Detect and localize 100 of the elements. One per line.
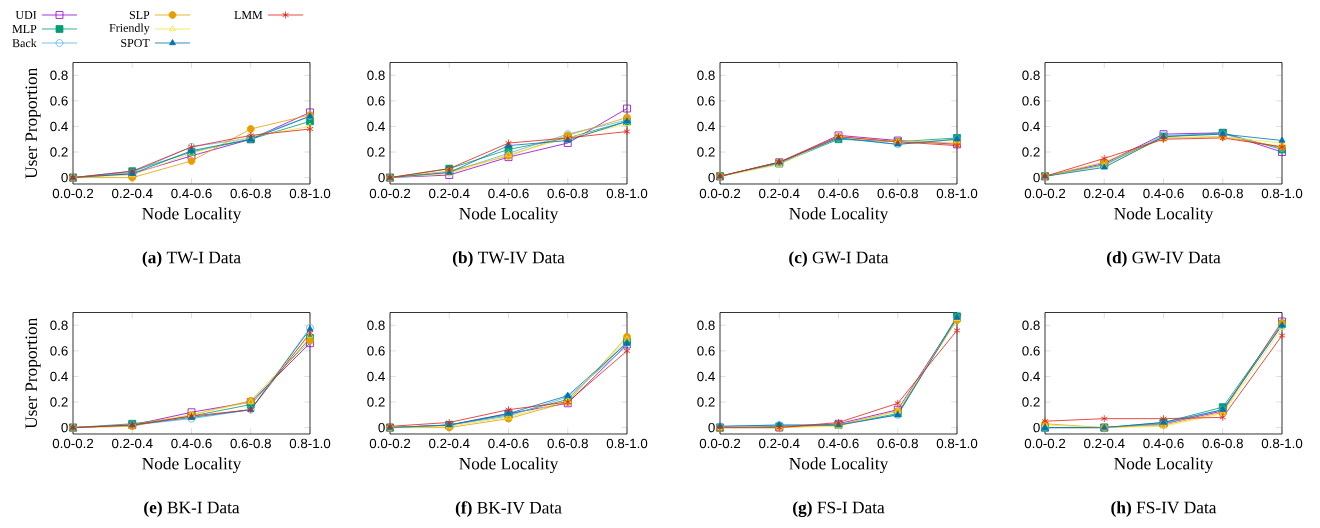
x-axis-title: Node Locality (789, 457, 889, 474)
x-axis-title: Node Locality (1114, 207, 1214, 224)
legend-label: SPOT (121, 38, 150, 48)
x-axis-title: Node Locality (789, 207, 889, 224)
text: (c) GW-I Data (789, 251, 889, 267)
y-axis-title: User Proportion (25, 67, 41, 179)
x-tick-label: 0.8-1.0 (606, 188, 648, 199)
text: (h) FS-IV Data (1111, 501, 1217, 517)
x-tick-label: 0.2-0.4 (759, 438, 800, 449)
text: (e) BK-I Data (144, 501, 240, 517)
legend-label: MLP (12, 25, 37, 33)
y-tick-label: 0.2 (1022, 397, 1040, 407)
x-tick-label: 0.0-0.2 (1024, 188, 1066, 199)
x-tick-label: 0.4-0.6 (171, 438, 212, 449)
text: (g) FS-I Data (793, 501, 885, 518)
x-tick-label: 0.6-0.8 (1202, 188, 1243, 199)
x-tick-label: 0.0-0.2 (369, 438, 411, 449)
x-tick-label: 0.0-0.2 (369, 188, 411, 199)
y-tick-label: 0.2 (1022, 147, 1040, 157)
x-tick-label: 0.2-0.4 (429, 188, 470, 199)
y-tick-label: 0.4 (367, 371, 385, 382)
y-tick-label: 0.8 (50, 320, 68, 331)
y-tick-label: 0 (378, 172, 385, 183)
x-tick-label: 0.4-0.6 (1143, 188, 1184, 199)
x-tick-label: 0.0-0.2 (52, 438, 94, 449)
y-tick-label: 0.2 (367, 397, 385, 407)
x-tick-label: 0.8-1.0 (1261, 438, 1303, 449)
y-tick-label: 0.8 (1022, 320, 1040, 331)
y-tick-label: 0.4 (1022, 121, 1040, 132)
x-tick-label: 0.0-0.2 (699, 188, 741, 199)
y-tick-label: 0.8 (697, 70, 715, 80)
y-tick-label: 0.2 (367, 147, 385, 157)
x-tick-label: 0.6-0.8 (1202, 438, 1243, 449)
y-tick-label: 0.8 (697, 320, 715, 331)
x-tick-label: 0.0-0.2 (699, 438, 741, 449)
y-tick-label: 0.8 (367, 70, 385, 80)
y-tick-label: 0 (61, 172, 68, 183)
x-tick-label: 0.8-1.0 (936, 188, 978, 199)
y-tick-label: 0.2 (50, 397, 68, 407)
x-tick-label: 0.0-0.2 (1024, 438, 1066, 449)
x-tick-label: 0.2-0.4 (112, 438, 153, 449)
y-tick-label: 0 (708, 422, 715, 433)
x-tick-label: 0.2-0.4 (759, 188, 800, 199)
y-tick-label: 0.4 (1022, 371, 1040, 382)
x-tick-label: 0.4-0.6 (818, 438, 859, 449)
x-tick-label: 0.4-0.6 (171, 188, 212, 199)
y-tick-label: 0.8 (50, 70, 68, 80)
x-tick-label: 0.2-0.4 (1084, 438, 1125, 449)
x-tick-label: 0.6-0.8 (230, 438, 271, 449)
x-tick-label: 0.8-1.0 (606, 438, 648, 449)
x-tick-label: 0.6-0.8 (877, 438, 918, 449)
y-tick-label: 0.4 (50, 121, 68, 132)
y-tick-label: 0.6 (1022, 96, 1040, 106)
y-tick-label: 0.6 (50, 96, 68, 106)
y-tick-label: 0 (61, 422, 68, 433)
text: (f) BK-IV Data (455, 501, 562, 518)
x-axis-title: Node Locality (459, 207, 559, 224)
x-tick-label: 0.8-1.0 (289, 438, 331, 449)
y-tick-label: 0.2 (697, 147, 715, 157)
legend-label: LMM (234, 11, 263, 19)
y-axis-title: User Proportion (25, 317, 41, 429)
y-tick-label: 0.8 (367, 320, 385, 331)
text: (a) TW-I Data (142, 251, 241, 267)
y-tick-label: 0.6 (697, 346, 715, 356)
x-tick-label: 0.8-1.0 (1261, 188, 1303, 199)
y-tick-label: 0.6 (697, 96, 715, 106)
x-axis-title: Node Locality (459, 457, 559, 474)
text: (d) GW-IV Data (1106, 251, 1221, 267)
y-tick-label: 0.2 (50, 147, 68, 157)
legend-label: UDI (15, 11, 37, 19)
x-tick-label: 0.2-0.4 (1084, 188, 1125, 199)
x-tick-label: 0.6-0.8 (547, 438, 588, 449)
x-tick-label: 0.6-0.8 (547, 188, 588, 199)
x-axis-title: Node Locality (142, 457, 242, 474)
x-tick-label: 0.0-0.2 (52, 188, 94, 199)
x-tick-label: 0.8-1.0 (289, 188, 331, 199)
x-tick-label: 0.8-1.0 (936, 438, 978, 449)
y-tick-label: 0 (378, 422, 385, 433)
legend-label: Back (12, 38, 37, 48)
y-tick-label: 0.6 (50, 346, 68, 356)
y-tick-label: 0.4 (367, 121, 385, 132)
y-tick-label: 0 (1033, 172, 1040, 183)
y-tick-label: 0.8 (1022, 70, 1040, 80)
x-tick-label: 0.6-0.8 (230, 188, 271, 199)
legend-label: Friendly (109, 23, 150, 35)
x-tick-label: 0.4-0.6 (818, 188, 859, 199)
x-tick-label: 0.4-0.6 (1143, 438, 1184, 449)
text: (b) TW-IV Data (452, 251, 565, 267)
x-axis-title: Node Locality (142, 207, 242, 224)
legend-label: SLP (129, 10, 150, 20)
x-tick-label: 0.2-0.4 (112, 188, 153, 199)
y-tick-label: 0.6 (367, 346, 385, 356)
y-tick-label: 0 (708, 172, 715, 183)
x-tick-label: 0.4-0.6 (488, 188, 529, 199)
y-tick-label: 0.4 (697, 371, 715, 382)
y-tick-label: 0.6 (367, 96, 385, 106)
x-axis-title: Node Locality (1114, 457, 1214, 474)
x-tick-label: 0.6-0.8 (877, 188, 918, 199)
y-tick-label: 0.4 (697, 121, 715, 132)
x-tick-label: 0.2-0.4 (429, 438, 470, 449)
